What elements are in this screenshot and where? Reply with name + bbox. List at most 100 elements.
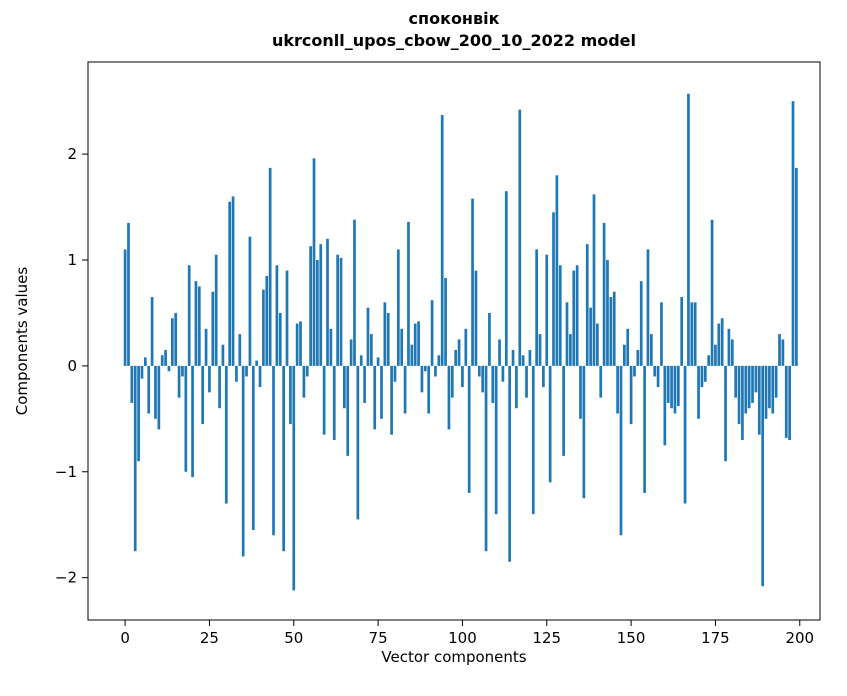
bar (768, 365, 771, 409)
bar (501, 365, 505, 382)
bar (649, 334, 653, 366)
bar (663, 365, 667, 446)
bar (127, 222, 130, 366)
bar (316, 260, 319, 366)
bar (676, 365, 680, 407)
bar (454, 350, 458, 366)
bar (407, 221, 410, 366)
bar (282, 365, 285, 552)
bar (751, 365, 754, 403)
bar (430, 300, 434, 366)
bar (140, 365, 144, 379)
bar (255, 360, 259, 366)
x-tick-label: 200 (785, 629, 814, 647)
bar (160, 355, 164, 366)
bar (201, 365, 205, 425)
bar (488, 312, 491, 366)
bar (137, 365, 140, 462)
bar (305, 365, 309, 377)
bar (235, 365, 238, 382)
bar (720, 318, 724, 366)
bar (184, 365, 188, 472)
bar (390, 365, 393, 435)
bar (734, 365, 738, 398)
bar (376, 357, 380, 366)
y-tick-label: 0 (67, 357, 77, 375)
bar (130, 365, 134, 403)
bar (558, 265, 562, 366)
bar (481, 365, 485, 393)
bar (619, 365, 623, 536)
x-tick-label: 150 (617, 629, 646, 647)
bar (717, 323, 721, 366)
bar (393, 365, 397, 382)
bar (144, 357, 147, 366)
bar (774, 365, 778, 398)
bar (322, 365, 326, 435)
bar (575, 265, 579, 366)
y-tick-label: −1 (55, 463, 77, 481)
bar (477, 365, 481, 377)
bar (336, 254, 339, 366)
bar (771, 365, 775, 414)
bar (434, 365, 437, 377)
bar (164, 350, 167, 366)
x-tick-label: 125 (532, 629, 561, 647)
bar (754, 365, 758, 393)
x-tick-label: 75 (369, 629, 388, 647)
bar (474, 270, 478, 366)
bar (596, 323, 599, 366)
bar (174, 312, 178, 366)
bar (248, 236, 252, 366)
bar (629, 365, 633, 425)
bar (784, 365, 788, 438)
bar (147, 365, 151, 414)
axes-frame (87, 61, 821, 621)
bar (687, 93, 690, 366)
bar (464, 328, 468, 366)
x-tick-label: 100 (448, 629, 477, 647)
y-tick-label: 2 (67, 145, 77, 163)
bar (538, 334, 542, 366)
bar (703, 365, 707, 382)
bar (690, 302, 694, 366)
bar (683, 365, 687, 504)
bar (383, 302, 387, 366)
bar (444, 278, 447, 366)
bar (123, 249, 127, 366)
x-tick-label: 175 (701, 629, 730, 647)
bar (396, 249, 400, 366)
bar (332, 365, 336, 440)
bar (268, 167, 272, 366)
bar (599, 365, 603, 398)
bar (410, 344, 414, 366)
bar (670, 365, 673, 409)
bar (582, 365, 586, 499)
bar (241, 365, 245, 557)
bar (423, 365, 427, 372)
bar (440, 114, 444, 366)
bar (552, 212, 555, 366)
bar (788, 365, 791, 440)
bar (187, 265, 191, 366)
chart-title-word: споконвік (408, 9, 500, 28)
bar (761, 365, 765, 587)
bar (413, 323, 417, 366)
bar (359, 355, 363, 366)
bar (211, 291, 215, 366)
bar (653, 365, 657, 377)
bar (525, 365, 528, 398)
bar (181, 365, 184, 377)
bar (656, 365, 660, 388)
bar (221, 344, 225, 366)
bar (386, 312, 390, 366)
bar (710, 219, 714, 366)
bar (633, 365, 636, 377)
bar (548, 365, 552, 483)
bar (730, 339, 734, 366)
bar (450, 365, 454, 398)
bar (569, 334, 572, 366)
bar (673, 365, 677, 414)
bar (299, 321, 302, 366)
